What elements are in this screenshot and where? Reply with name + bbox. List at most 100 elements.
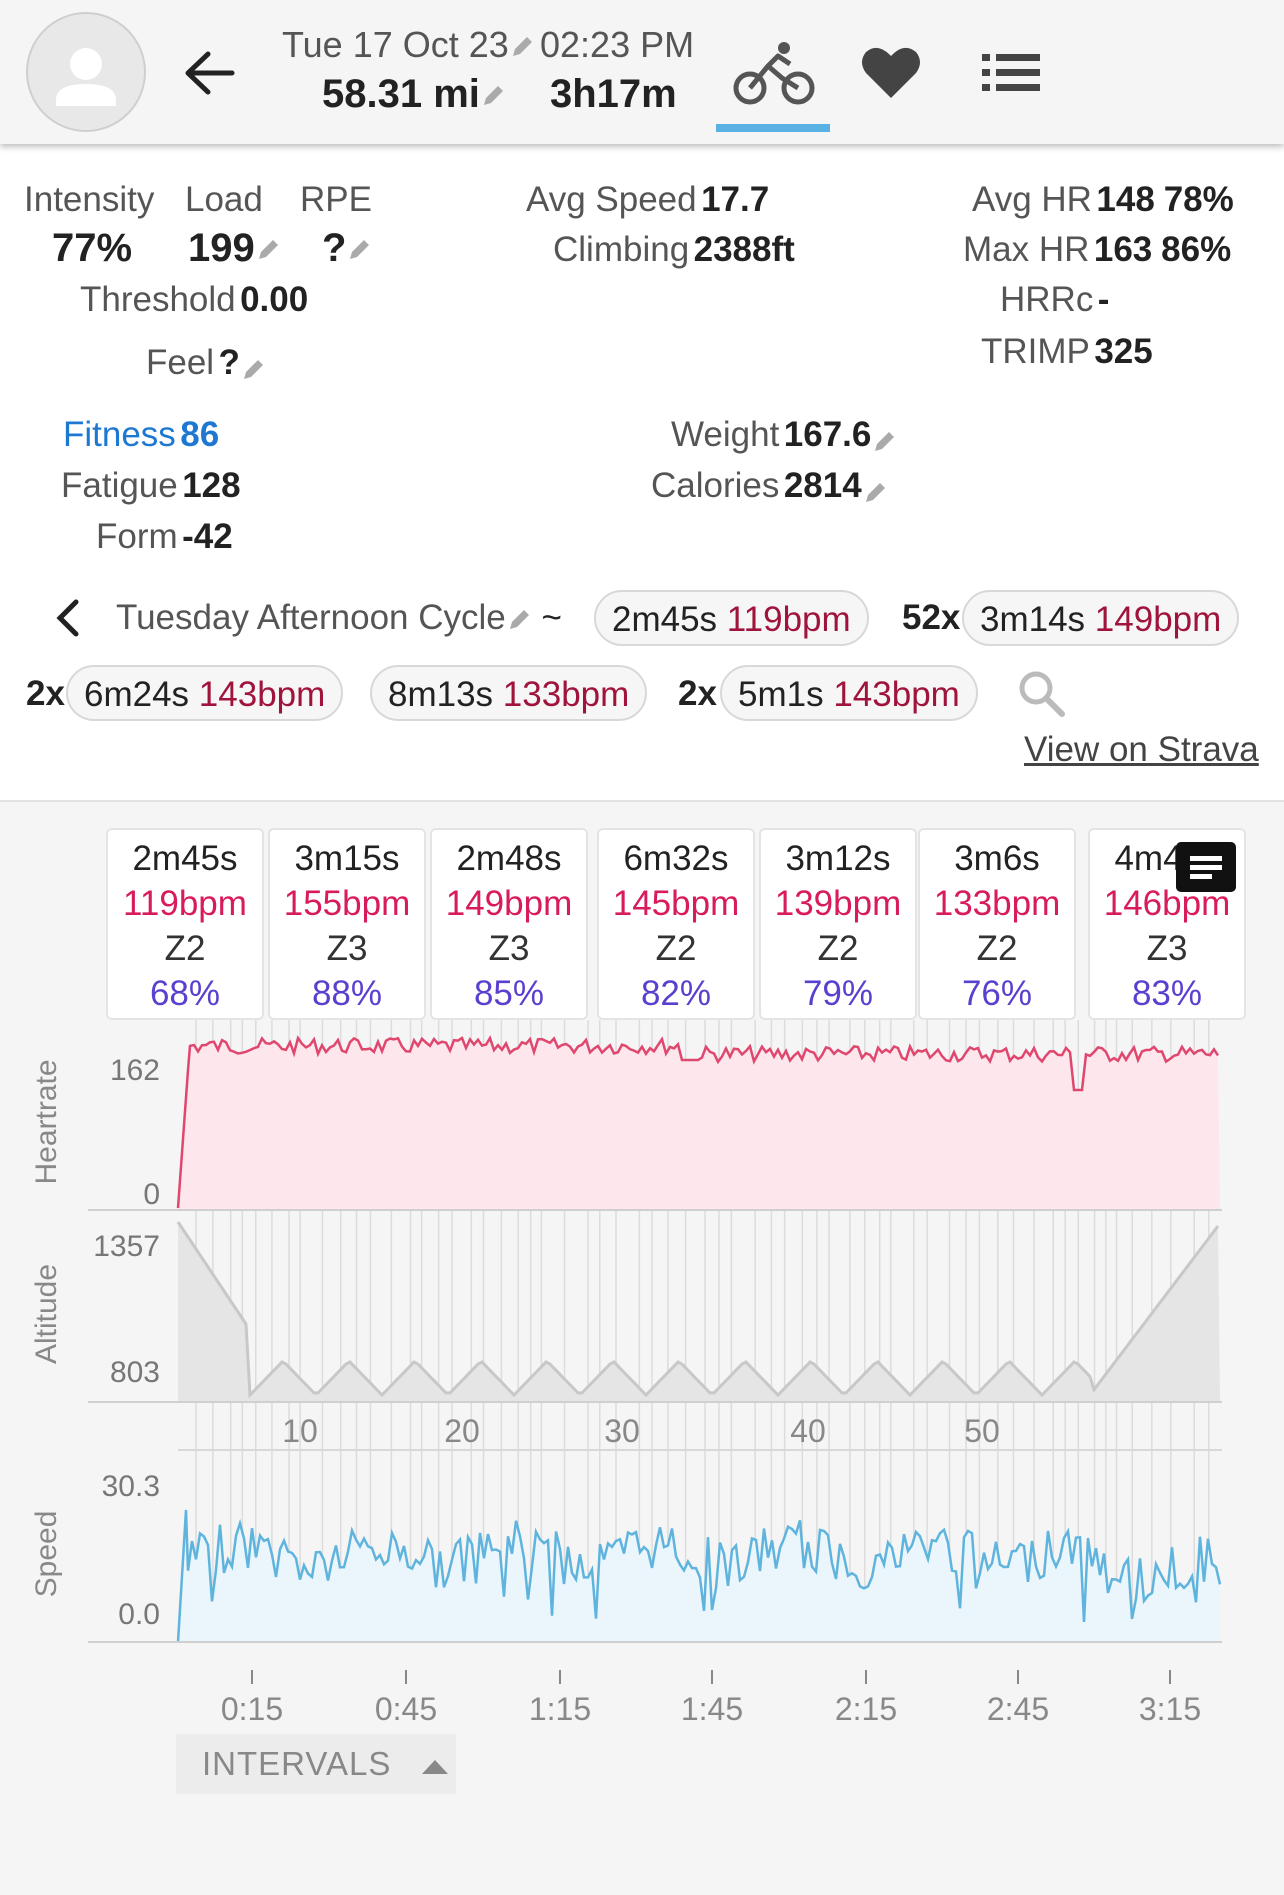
comment-icon[interactable] (1176, 842, 1236, 892)
back-arrow-icon[interactable] (180, 44, 238, 102)
list-menu-icon[interactable] (980, 46, 1042, 100)
heart-icon[interactable] (858, 40, 924, 106)
activity-chart[interactable]: 162 0 Heartrate 1357 803 Altitude 10 20 … (0, 1010, 1284, 1730)
activity-date[interactable]: Tue 17 Oct 23 (282, 24, 535, 66)
speed-min-label: 0.0 (118, 1598, 160, 1631)
interval-card[interactable]: 3m15s 155bpm Z3 88% (268, 828, 426, 1020)
card-bpm: 119bpm (123, 884, 247, 923)
card-percent: 76% (961, 974, 1033, 1013)
interval-tick-label: 10 (282, 1413, 318, 1449)
heartrate-max-label: 162 (110, 1054, 160, 1087)
activity-distance[interactable]: 58.31 mi (322, 72, 506, 117)
card-zone: Z2 (164, 929, 206, 968)
speed-max-label: 30.3 (102, 1470, 160, 1503)
hrrc-row: HRRc - (1000, 280, 1110, 319)
intervals-toggle-button[interactable]: INTERVALS (176, 1734, 456, 1794)
interval-card[interactable]: 3m12s 139bpm Z2 79% (759, 828, 917, 1020)
interval-chip[interactable]: 2m45s 119bpm (594, 590, 869, 646)
interval-card[interactable]: 3m6s 133bpm Z2 76% (918, 828, 1076, 1020)
card-time: 3m15s (294, 839, 400, 878)
edit-pencil-icon[interactable] (862, 480, 888, 506)
rpe-value[interactable]: ? (322, 226, 372, 271)
load-value[interactable]: 199 (188, 226, 281, 271)
edit-pencil-icon[interactable] (509, 34, 535, 60)
view-on-strava-link[interactable]: View on Strava (1024, 730, 1259, 769)
edit-pencil-icon[interactable] (255, 237, 281, 263)
heartrate-axis-title: Heartrate (30, 1059, 63, 1184)
card-bpm: 133bpm (933, 884, 1061, 923)
chevron-left-icon[interactable] (50, 598, 86, 638)
time-tick-label: 1:15 (529, 1691, 591, 1727)
avatar[interactable] (26, 12, 146, 132)
card-zone: Z2 (817, 929, 859, 968)
edit-pencil-icon[interactable] (871, 429, 897, 455)
bicycle-icon (733, 42, 815, 105)
heartrate-line (176, 1035, 1220, 1209)
interval-chip[interactable]: 6m24s 143bpm (66, 665, 344, 721)
search-icon[interactable] (1016, 668, 1068, 720)
chip-count: 2x (678, 674, 717, 713)
climbing-row: Climbing 2388ft (553, 230, 795, 269)
time-tick-label: 0:15 (221, 1691, 283, 1727)
top-bar: Tue 17 Oct 23 02:23 PM 58.31 mi 3h17m (0, 0, 1284, 144)
card-percent: 79% (802, 974, 874, 1013)
tab-activity-type[interactable] (716, 32, 830, 132)
interval-chip[interactable]: 3m14s 149bpm (962, 590, 1240, 646)
card-bpm: 149bpm (445, 884, 573, 923)
card-bpm: 139bpm (774, 884, 902, 923)
altitude-line (176, 1221, 1220, 1399)
card-percent: 68% (149, 974, 221, 1013)
activity-name[interactable]: Tuesday Afternoon Cycle ~ (116, 598, 562, 637)
card-time: 2m45s (132, 839, 238, 878)
card-bpm: 155bpm (283, 884, 411, 923)
card-zone: Z3 (1146, 929, 1188, 968)
interval-tick-label: 20 (444, 1413, 480, 1449)
speed-axis-title: Speed (30, 1511, 63, 1598)
edit-pencil-icon[interactable] (480, 83, 506, 109)
interval-tick-label: 40 (790, 1413, 826, 1449)
calories-row[interactable]: Calories 2814 (651, 466, 888, 506)
altitude-max-label: 1357 (93, 1230, 160, 1263)
interval-chip[interactable]: 8m13s 133bpm (370, 665, 648, 721)
interval-tick-label: 30 (604, 1413, 640, 1449)
user-icon (56, 48, 116, 106)
max-hr-row: Max HR 163 86% (963, 230, 1232, 269)
interval-card[interactable]: 6m32s 145bpm Z2 82% (597, 828, 755, 1020)
intensity-label: Intensity (24, 180, 155, 219)
card-zone: Z2 (976, 929, 1018, 968)
time-tick-label: 3:15 (1139, 1691, 1201, 1727)
interval-card[interactable]: 2m48s 149bpm Z3 85% (430, 828, 588, 1020)
heartrate-min-label: 0 (143, 1178, 160, 1211)
intensity-value: 77% (52, 226, 133, 270)
card-zone: Z2 (655, 929, 697, 968)
fatigue-row: Fatigue 128 (61, 466, 241, 505)
card-percent: 85% (473, 974, 545, 1013)
edit-pencil-icon[interactable] (506, 607, 532, 633)
fitness-row[interactable]: Fitness 86 (63, 415, 220, 454)
card-time: 3m12s (785, 839, 891, 878)
time-tick-label: 1:45 (681, 1691, 743, 1727)
load-label: Load (185, 180, 263, 219)
rpe-label: RPE (300, 180, 372, 219)
form-row: Form -42 (96, 517, 233, 556)
threshold-row: Threshold 0.00 (80, 280, 309, 319)
card-zone: Z3 (488, 929, 530, 968)
interval-card[interactable]: 2m45s 119bpm Z2 68% (106, 828, 264, 1020)
avg-hr-row: Avg HR 148 78% (972, 180, 1234, 219)
time-axis (251, 1670, 1171, 1684)
trimp-row: TRIMP 325 (981, 332, 1153, 371)
card-percent: 82% (640, 974, 712, 1013)
weight-row[interactable]: Weight 167.6 (671, 415, 897, 455)
card-percent: 83% (1131, 974, 1203, 1013)
speed-line (176, 1509, 1222, 1643)
time-tick-label: 0:45 (375, 1691, 437, 1727)
interval-tick-label: 50 (964, 1413, 1000, 1449)
time-tick-label: 2:45 (987, 1691, 1049, 1727)
card-time: 6m32s (623, 839, 729, 878)
interval-chip[interactable]: 5m1s 143bpm (720, 665, 978, 721)
edit-pencil-icon[interactable] (240, 357, 266, 383)
edit-pencil-icon[interactable] (346, 237, 372, 263)
feel-row[interactable]: Feel ? (146, 343, 266, 383)
altitude-area (178, 1222, 1220, 1402)
card-percent: 88% (311, 974, 383, 1013)
